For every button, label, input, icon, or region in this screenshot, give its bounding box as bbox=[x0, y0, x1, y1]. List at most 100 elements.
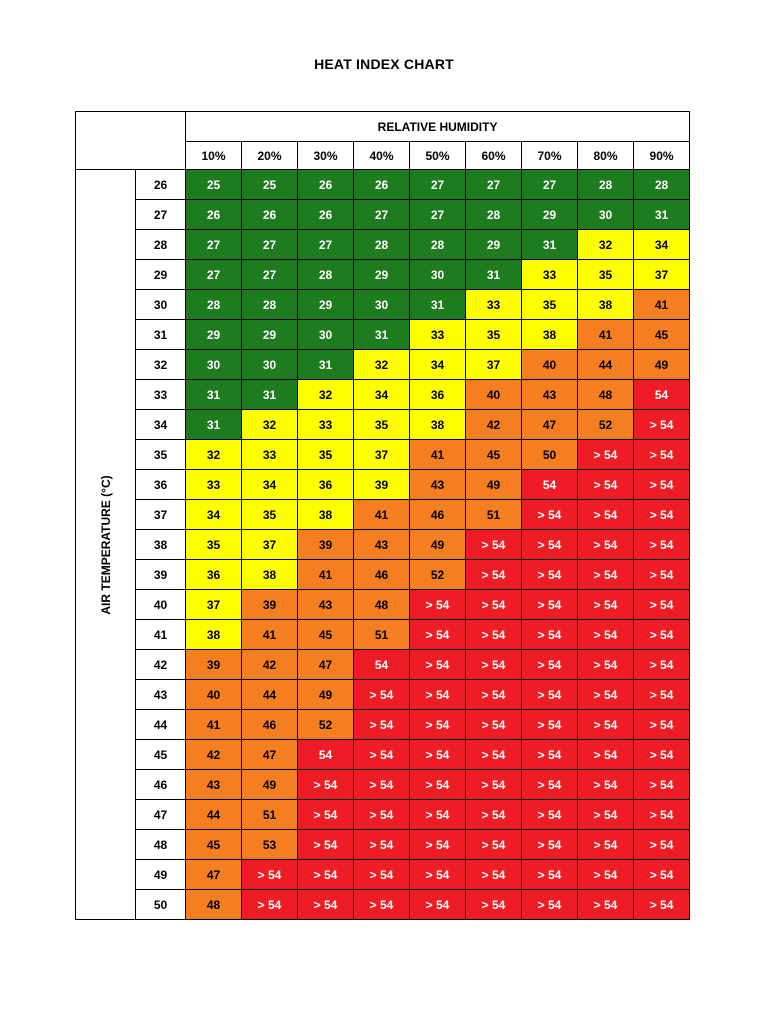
heat-index-cell: > 54 bbox=[632, 769, 691, 800]
humidity-col-label: 30% bbox=[297, 141, 354, 170]
heat-index-cell: > 54 bbox=[577, 619, 634, 650]
heat-index-cell: > 54 bbox=[577, 589, 634, 620]
table-row: 38 35 37 39 43 49 > 54 > 54 > 54 > 54 bbox=[76, 529, 691, 560]
heat-index-cell: 47 bbox=[521, 409, 578, 440]
heat-index-cell: 36 bbox=[185, 559, 242, 590]
table-row: 29 27 27 28 29 30 31 33 35 37 bbox=[76, 259, 691, 290]
heat-index-cell: > 54 bbox=[409, 799, 466, 830]
table-row: AIR TEMPERATURE (°C) 26 25 25 26 26 27 27 27 28 28 bbox=[75, 169, 691, 920]
humidity-col-label: 80% bbox=[577, 141, 634, 170]
heat-index-cell: 27 bbox=[241, 229, 298, 260]
heat-index-cell: 50 bbox=[521, 439, 578, 470]
heat-index-cell: 38 bbox=[297, 499, 354, 530]
heat-index-cell: > 54 bbox=[521, 889, 578, 920]
heat-index-cell: > 54 bbox=[353, 739, 410, 770]
heat-index-cell: > 54 bbox=[241, 889, 298, 920]
heat-index-cell: > 54 bbox=[465, 559, 522, 590]
heat-index-cell: > 54 bbox=[577, 829, 634, 860]
heat-index-cell: > 54 bbox=[465, 769, 522, 800]
heat-index-cell: 40 bbox=[465, 379, 522, 410]
heat-index-cell: > 54 bbox=[465, 709, 522, 740]
heat-index-cell: 28 bbox=[577, 169, 634, 200]
heat-index-cell: > 54 bbox=[465, 529, 522, 560]
temp-row-label: 43 bbox=[135, 679, 186, 710]
heat-index-cell: 26 bbox=[185, 199, 242, 230]
heat-index-cell: 38 bbox=[185, 619, 242, 650]
table-row: 30 28 28 29 30 31 33 35 38 41 bbox=[76, 289, 691, 320]
heat-index-cell: 41 bbox=[241, 619, 298, 650]
heat-index-cell: > 54 bbox=[521, 829, 578, 860]
temp-row-label: 37 bbox=[135, 499, 186, 530]
heat-index-cell: 43 bbox=[297, 589, 354, 620]
table-row: 32 30 30 31 32 34 37 40 44 49 bbox=[76, 349, 691, 380]
heat-index-cell: > 54 bbox=[632, 649, 691, 680]
table-row: 48 45 53 > 54 > 54 > 54 > 54 > 54 > 54 > 54 bbox=[76, 829, 691, 860]
table-row: 33 31 31 32 34 36 40 43 48 54 bbox=[76, 379, 691, 410]
temp-row-label: 40 bbox=[135, 589, 186, 620]
heat-index-cell: 30 bbox=[409, 259, 466, 290]
heat-index-cell: 34 bbox=[241, 469, 298, 500]
heat-index-cell: > 54 bbox=[409, 739, 466, 770]
heat-index-cell: 29 bbox=[297, 289, 354, 320]
temp-axis-cell: AIR TEMPERATURE (°C) bbox=[75, 169, 136, 920]
heat-index-cell: 48 bbox=[353, 589, 410, 620]
heat-index-cell: 26 bbox=[241, 199, 298, 230]
heat-index-cell: 31 bbox=[241, 379, 298, 410]
temp-row-label: 46 bbox=[135, 769, 186, 800]
heat-index-cell: 27 bbox=[465, 169, 522, 200]
heat-index-cell: > 54 bbox=[465, 589, 522, 620]
heat-index-cell: 52 bbox=[297, 709, 354, 740]
temp-row-label: 28 bbox=[135, 229, 186, 260]
heat-index-cell: > 54 bbox=[632, 589, 691, 620]
heat-index-cell: 38 bbox=[241, 559, 298, 590]
heat-index-cell: 40 bbox=[521, 349, 578, 380]
heat-index-cell: 28 bbox=[185, 289, 242, 320]
heat-index-cell: 33 bbox=[297, 409, 354, 440]
heat-index-cell: 39 bbox=[185, 649, 242, 680]
table-row: 37 34 35 38 41 46 51 > 54 > 54 > 54 bbox=[76, 499, 691, 530]
heat-index-cell: > 54 bbox=[353, 709, 410, 740]
heat-index-cell: 31 bbox=[409, 289, 466, 320]
heat-index-cell: 46 bbox=[353, 559, 410, 590]
heat-index-cell: 36 bbox=[409, 379, 466, 410]
temp-row-label: 49 bbox=[135, 859, 186, 890]
table-row: 42 39 42 47 54 > 54 > 54 > 54 > 54 > 54 bbox=[76, 649, 691, 680]
heat-index-cell: 33 bbox=[465, 289, 522, 320]
table-row: 31 29 29 30 31 33 35 38 41 45 bbox=[76, 319, 691, 350]
heat-index-cell: 34 bbox=[353, 379, 410, 410]
heat-index-cell: > 54 bbox=[465, 679, 522, 710]
heat-index-cell: > 54 bbox=[409, 769, 466, 800]
temp-row-label: 30 bbox=[135, 289, 186, 320]
humidity-col-label: 50% bbox=[409, 141, 466, 170]
heat-index-cell: 31 bbox=[353, 319, 410, 350]
heat-index-cell: > 54 bbox=[632, 469, 691, 500]
heat-index-cell: > 54 bbox=[521, 499, 578, 530]
heat-index-cell: 30 bbox=[241, 349, 298, 380]
heat-index-cell: > 54 bbox=[409, 709, 466, 740]
heat-index-cell: > 54 bbox=[465, 799, 522, 830]
heat-index-cell: 46 bbox=[241, 709, 298, 740]
heat-index-cell: > 54 bbox=[465, 739, 522, 770]
heat-index-cell: 41 bbox=[409, 439, 466, 470]
heat-index-cell: 28 bbox=[241, 289, 298, 320]
humidity-col-label: 90% bbox=[632, 141, 691, 170]
heat-index-cell: > 54 bbox=[465, 859, 522, 890]
heat-index-cell: > 54 bbox=[409, 889, 466, 920]
humidity-header-row: RELATIVE HUMIDITY bbox=[75, 111, 691, 170]
heat-index-cell: 40 bbox=[185, 679, 242, 710]
temp-row-label: 36 bbox=[135, 469, 186, 500]
heat-index-cell: 25 bbox=[185, 169, 242, 200]
heat-index-cell: > 54 bbox=[409, 829, 466, 860]
heat-index-table: RELATIVE HUMIDITY 10% 20% 30% 40% 50% 60% 70% 8… bbox=[75, 111, 691, 920]
heat-index-cell: > 54 bbox=[577, 739, 634, 770]
heat-index-cell: 35 bbox=[577, 259, 634, 290]
heat-index-cell: 54 bbox=[521, 469, 578, 500]
temp-row-label: 45 bbox=[135, 739, 186, 770]
heat-index-cell: 31 bbox=[185, 409, 242, 440]
heat-index-cell: 43 bbox=[353, 529, 410, 560]
heat-index-cell: 45 bbox=[465, 439, 522, 470]
temp-row-label: 42 bbox=[135, 649, 186, 680]
heat-index-cell: 31 bbox=[521, 229, 578, 260]
temp-row-label: 32 bbox=[135, 349, 186, 380]
heat-index-cell: 27 bbox=[409, 199, 466, 230]
